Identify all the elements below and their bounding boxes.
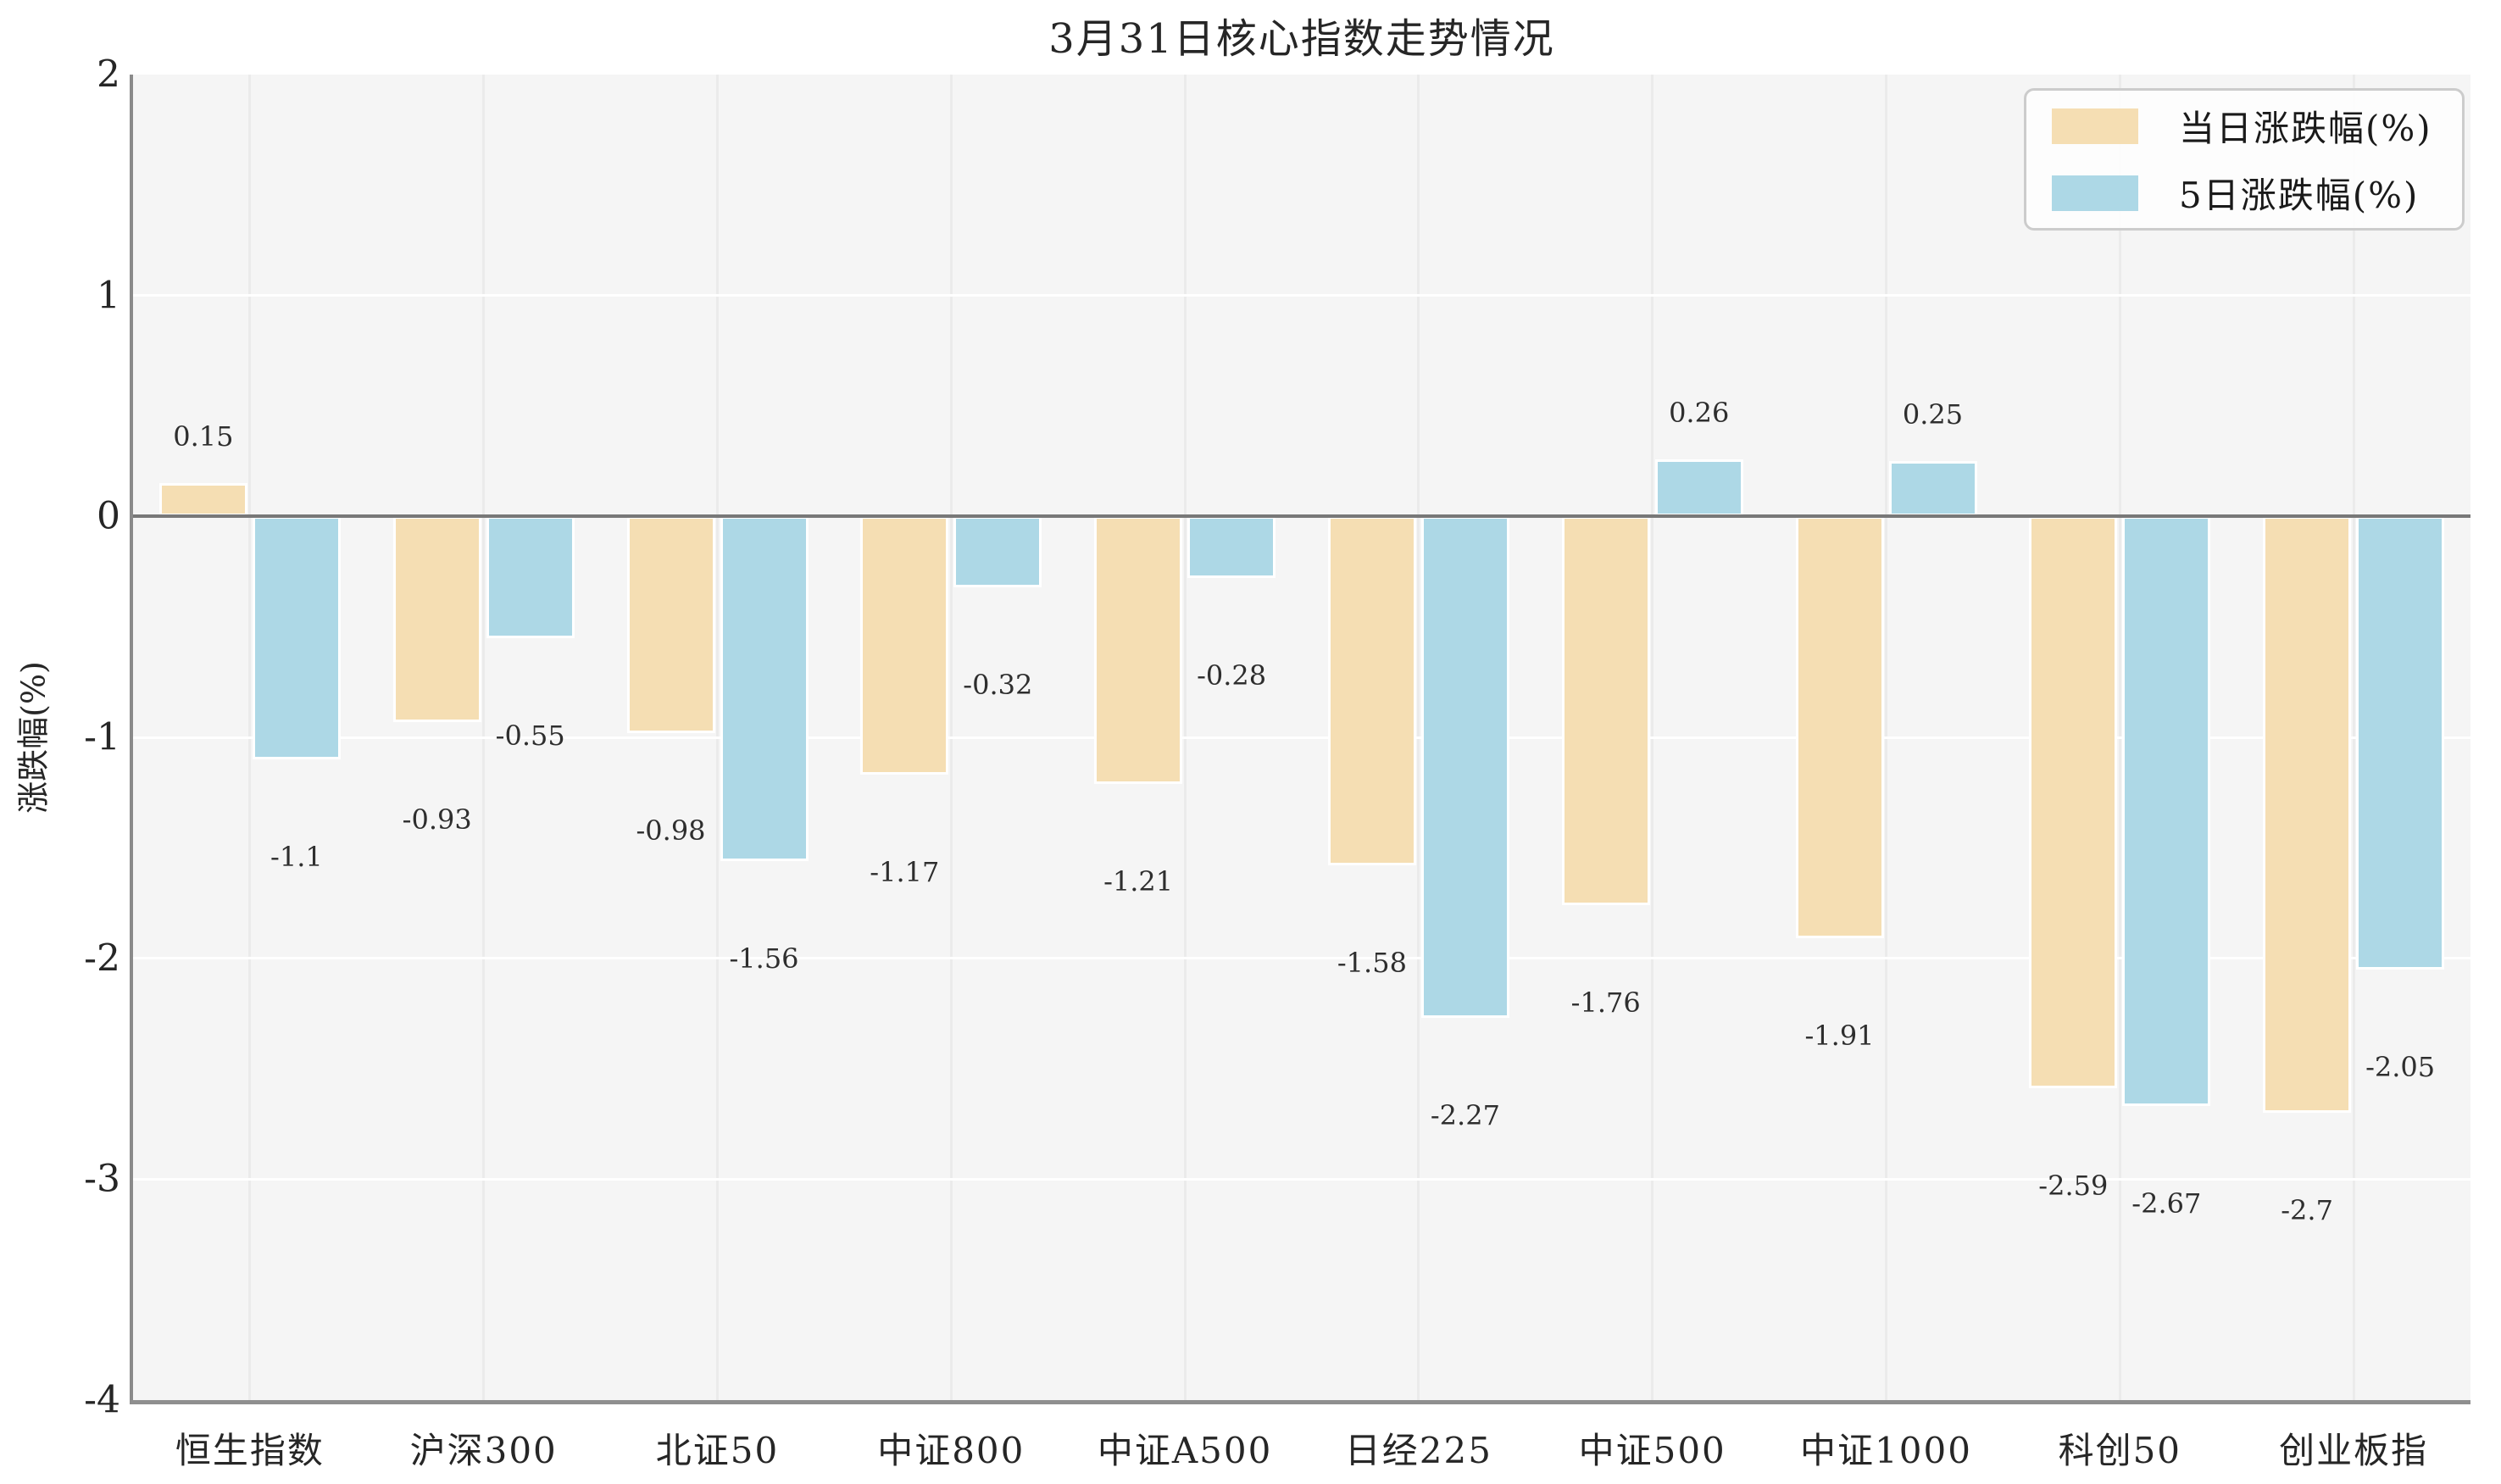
y-grid-line	[133, 1177, 2470, 1181]
bar	[158, 483, 247, 517]
plot-area: 0.15 -0.93 -0.98 -1.17 -1.21 -1.58 -1.76 -1.91 -…	[133, 75, 2470, 1400]
bar	[953, 516, 1042, 587]
bar-value-label: -1.76	[1570, 987, 1641, 1020]
bar-value-label: -2.05	[2365, 1050, 2436, 1083]
bar	[2356, 516, 2445, 970]
y-tick-label: 0	[97, 494, 120, 538]
bar	[1888, 461, 1977, 517]
bar	[1327, 516, 1416, 866]
bar-value-label: -2.27	[1430, 1099, 1500, 1132]
legend-label-daily: 当日涨跌幅(%)	[2179, 108, 2432, 149]
y-tick-label: -1	[84, 715, 120, 759]
bar-value-label: -0.93	[402, 803, 472, 836]
bar-value-label: -1.58	[1337, 947, 1407, 980]
zero-line	[133, 514, 2470, 519]
x-tick-label: 日经225	[1344, 1430, 1492, 1471]
bar-value-label: -1.21	[1103, 864, 1174, 898]
y-tick-label: 2	[97, 53, 120, 97]
bar-value-label: -2.67	[2131, 1187, 2202, 1220]
y-axis-spine	[130, 75, 133, 1403]
bar	[720, 516, 809, 861]
x-tick-label: 中证A500	[1097, 1430, 1273, 1471]
bar-value-label: -0.32	[963, 668, 1033, 701]
y-tick-label: -2	[84, 937, 120, 981]
y-grid-line	[133, 957, 2470, 960]
bar-value-label: -0.28	[1197, 659, 1267, 692]
bar-value-label: -1.17	[870, 856, 940, 889]
y-tick-label: 1	[97, 274, 120, 318]
bar-value-label: -2.7	[2281, 1194, 2333, 1227]
bar-value-label: 0.26	[1669, 396, 1730, 429]
x-axis-spine	[130, 1400, 2470, 1404]
bar	[1094, 516, 1183, 784]
bar	[1561, 516, 1650, 906]
bar	[2029, 516, 2118, 1089]
bar	[392, 516, 481, 722]
bar-value-label: -2.59	[2038, 1170, 2109, 1203]
bar-value-label: -1.56	[729, 942, 799, 975]
bar-value-label: 0.25	[1902, 398, 1964, 431]
x-tick-label: 科创50	[2058, 1430, 2182, 1471]
legend-item-5day: 5日涨跌幅(%)	[2052, 167, 2437, 219]
bar-value-label: -1.1	[270, 841, 323, 874]
legend-label-5day: 5日涨跌幅(%)	[2179, 175, 2420, 216]
bar	[626, 516, 715, 733]
bar	[252, 516, 341, 760]
bar-value-label: 0.15	[173, 420, 234, 453]
bar	[1795, 516, 1884, 939]
chart-title: 3月31日核心指数走势情况	[1048, 15, 1555, 63]
y-grid-line	[133, 736, 2470, 739]
x-tick-label: 创业板指	[2279, 1430, 2429, 1471]
x-tick-label: 北证50	[655, 1430, 780, 1471]
bar	[1654, 459, 1743, 517]
y-tick-label: -4	[84, 1378, 120, 1422]
bar-value-label: -0.98	[636, 814, 706, 847]
bar	[486, 516, 575, 638]
y-tick-label: -3	[84, 1157, 120, 1201]
legend: 当日涨跌幅(%) 5日涨跌幅(%)	[2024, 88, 2465, 231]
x-tick-label: 中证800	[877, 1430, 1025, 1471]
x-tick-label: 恒生指数	[175, 1430, 325, 1471]
legend-swatch-5day	[2052, 175, 2138, 211]
bar	[860, 516, 949, 775]
bar	[2122, 516, 2211, 1107]
legend-swatch-daily	[2052, 108, 2138, 144]
bar-value-label: -1.91	[1804, 1020, 1875, 1053]
bar-value-label: -0.55	[495, 719, 565, 752]
bar	[2263, 516, 2352, 1114]
x-tick-label: 沪深300	[409, 1430, 558, 1471]
y-grid-line	[133, 294, 2470, 297]
bar	[1187, 516, 1276, 579]
x-tick-label: 中证1000	[1800, 1430, 1972, 1471]
bar	[1420, 516, 1509, 1019]
x-tick-label: 中证500	[1578, 1430, 1726, 1471]
legend-item-daily: 当日涨跌幅(%)	[2052, 100, 2437, 152]
